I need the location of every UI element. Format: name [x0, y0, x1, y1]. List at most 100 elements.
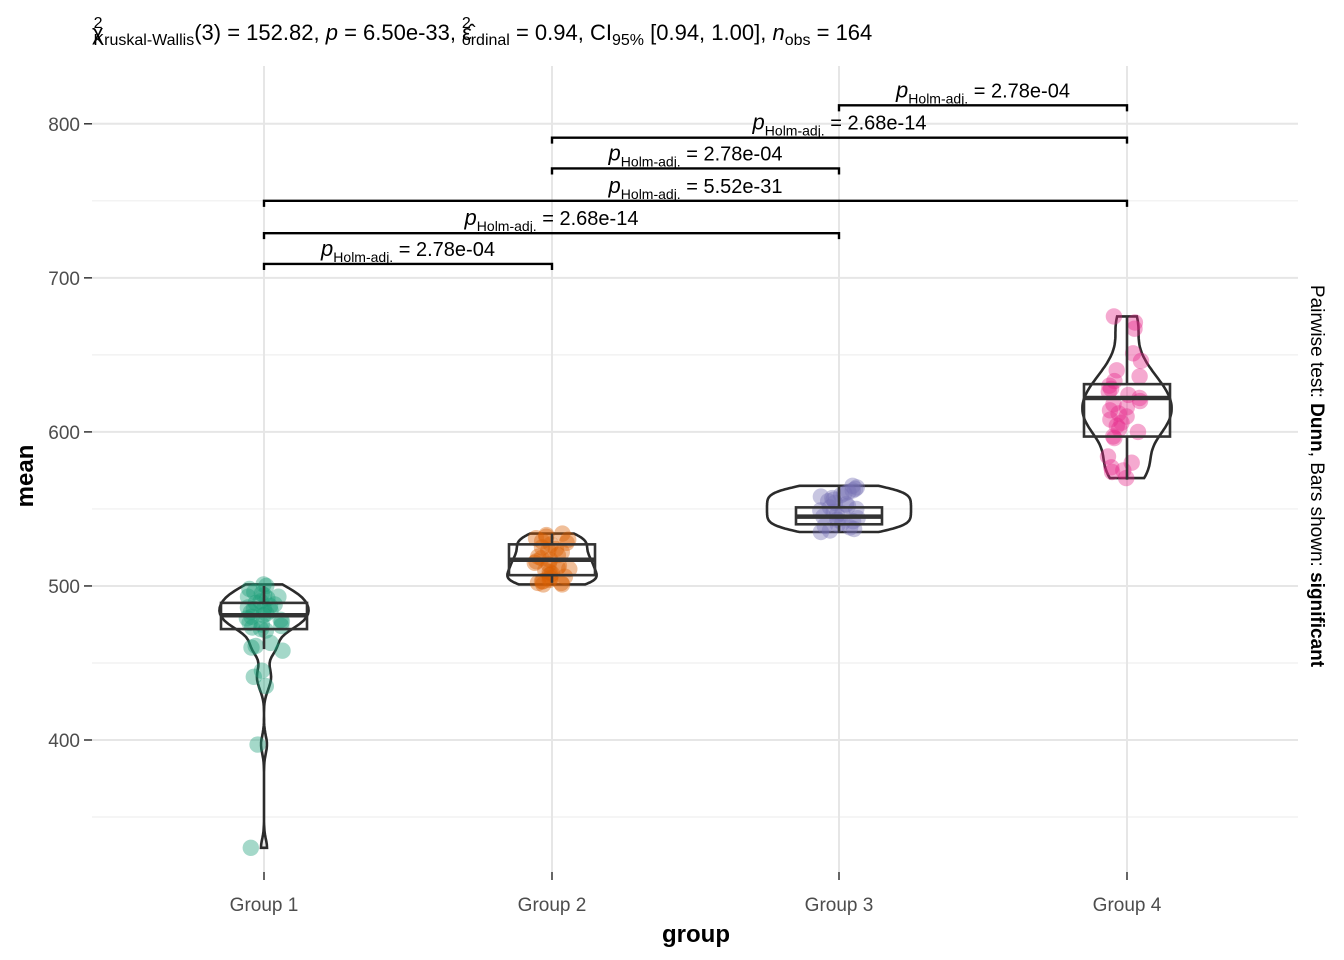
data-point — [553, 574, 570, 592]
y-tick-label: 400 — [48, 731, 80, 752]
data-point — [534, 573, 552, 590]
data-point — [535, 576, 552, 593]
data-point — [253, 662, 271, 679]
box-iqr — [1082, 382, 1172, 438]
data-point — [812, 488, 830, 505]
point-layer — [238, 308, 1150, 856]
data-point — [246, 583, 263, 601]
data-point — [844, 482, 861, 499]
data-point — [529, 574, 547, 592]
bracket-label: pHolm-adj. = 2.78e-04 — [320, 236, 495, 265]
data-point — [1118, 399, 1136, 416]
data-point — [253, 585, 270, 602]
data-point — [1106, 429, 1123, 447]
data-point — [241, 580, 258, 598]
data-point — [1118, 408, 1135, 425]
data-point — [556, 568, 574, 585]
data-point — [273, 617, 290, 635]
bracket-p-subscript: Holm-adj. — [765, 123, 825, 139]
data-point — [1132, 352, 1150, 370]
data-point — [1102, 411, 1119, 428]
bracket-p-subscript: Holm-adj. — [477, 218, 537, 234]
ci-range: [0.94, 1.00], — [644, 20, 772, 45]
violin-outline — [765, 484, 913, 534]
data-point — [1108, 362, 1125, 379]
data-point — [840, 483, 857, 501]
bracket-label: pHolm-adj. = 2.78e-04 — [608, 140, 783, 169]
epsilon-superscript: 2 — [462, 15, 471, 32]
bracket-p-symbol: p — [608, 140, 621, 165]
y-tick-label: 600 — [48, 423, 80, 444]
data-point — [1113, 414, 1130, 431]
effect-size: = 0.94, CI — [510, 20, 612, 45]
x-tick-label: Group 4 — [1093, 895, 1162, 916]
data-point — [257, 622, 275, 639]
data-point — [1131, 368, 1148, 385]
data-point — [255, 576, 272, 593]
data-point — [1126, 314, 1144, 331]
caption-test-name: Dunn — [1306, 403, 1327, 452]
bracket-p-subscript: Holm-adj. — [908, 90, 968, 106]
data-point — [543, 565, 560, 582]
data-point — [1126, 320, 1143, 337]
bracket-label: pHolm-adj. = 2.68e-14 — [464, 205, 639, 234]
data-point — [553, 543, 570, 561]
significance-bracket — [550, 136, 1129, 144]
data-point — [533, 573, 551, 590]
bracket-p-value: = 2.68e-14 — [537, 208, 639, 230]
x-tick-labels: Group 1 Group 2 Group 3 Group 4 — [230, 872, 1162, 916]
data-point — [239, 588, 257, 605]
x-tick-label: Group 3 — [805, 895, 874, 916]
data-point — [825, 491, 842, 508]
data-point — [1105, 308, 1123, 325]
bracket-p-subscript: Holm-adj. — [333, 249, 393, 265]
bracket-p-value: = 2.78e-04 — [393, 239, 495, 261]
data-point — [812, 523, 830, 541]
bracket-p-symbol: p — [320, 236, 333, 261]
data-point — [816, 517, 833, 535]
x-tick-label: Group 1 — [230, 895, 299, 916]
data-point — [1101, 402, 1119, 419]
bracket-label: pHolm-adj. = 5.52e-31 — [608, 173, 783, 202]
chart-subtitle: χ2 Kruskal-Wallis(3) = 152.82, p = 6.50e-… — [92, 15, 872, 49]
data-point — [561, 560, 578, 578]
bracket-p-value: = 2.78e-04 — [968, 80, 1070, 102]
data-point — [258, 577, 275, 595]
data-point — [274, 642, 291, 659]
epsilon-subscript: ordinal — [462, 32, 510, 49]
bracket-p-symbol: p — [608, 173, 621, 198]
data-point — [266, 596, 283, 613]
bracket-p-symbol: p — [752, 110, 765, 135]
significance-bracket — [837, 104, 1129, 112]
data-point — [1110, 405, 1127, 422]
data-point — [1101, 377, 1118, 394]
chi-superscript: 2 — [94, 15, 103, 32]
x-axis-title: group — [662, 921, 730, 948]
data-point — [824, 489, 841, 507]
bracket-p-value: = 2.68e-14 — [825, 113, 927, 135]
p-symbol: p — [325, 20, 338, 45]
x-tick-label: Group 2 — [518, 895, 587, 916]
data-point — [270, 588, 287, 605]
data-point — [257, 677, 274, 695]
data-point — [820, 493, 837, 510]
data-point — [527, 530, 545, 547]
bracket-label: pHolm-adj. = 2.78e-04 — [895, 77, 1070, 106]
ci-subscript: 95% — [612, 32, 644, 49]
data-point — [1124, 345, 1142, 362]
data-point — [1103, 459, 1120, 476]
data-point — [243, 639, 260, 656]
data-point — [1108, 417, 1126, 434]
p-value: = 6.50e-33, — [338, 20, 462, 45]
data-point — [554, 525, 571, 542]
data-point — [847, 480, 864, 498]
significance-bracket — [262, 199, 1129, 207]
bracket-label: pHolm-adj. = 2.68e-14 — [752, 110, 927, 139]
data-point — [1111, 420, 1128, 437]
data-point — [241, 614, 258, 632]
data-point — [245, 668, 262, 685]
y-tick-label: 500 — [48, 577, 80, 598]
data-point — [244, 619, 261, 636]
data-point — [839, 497, 857, 514]
